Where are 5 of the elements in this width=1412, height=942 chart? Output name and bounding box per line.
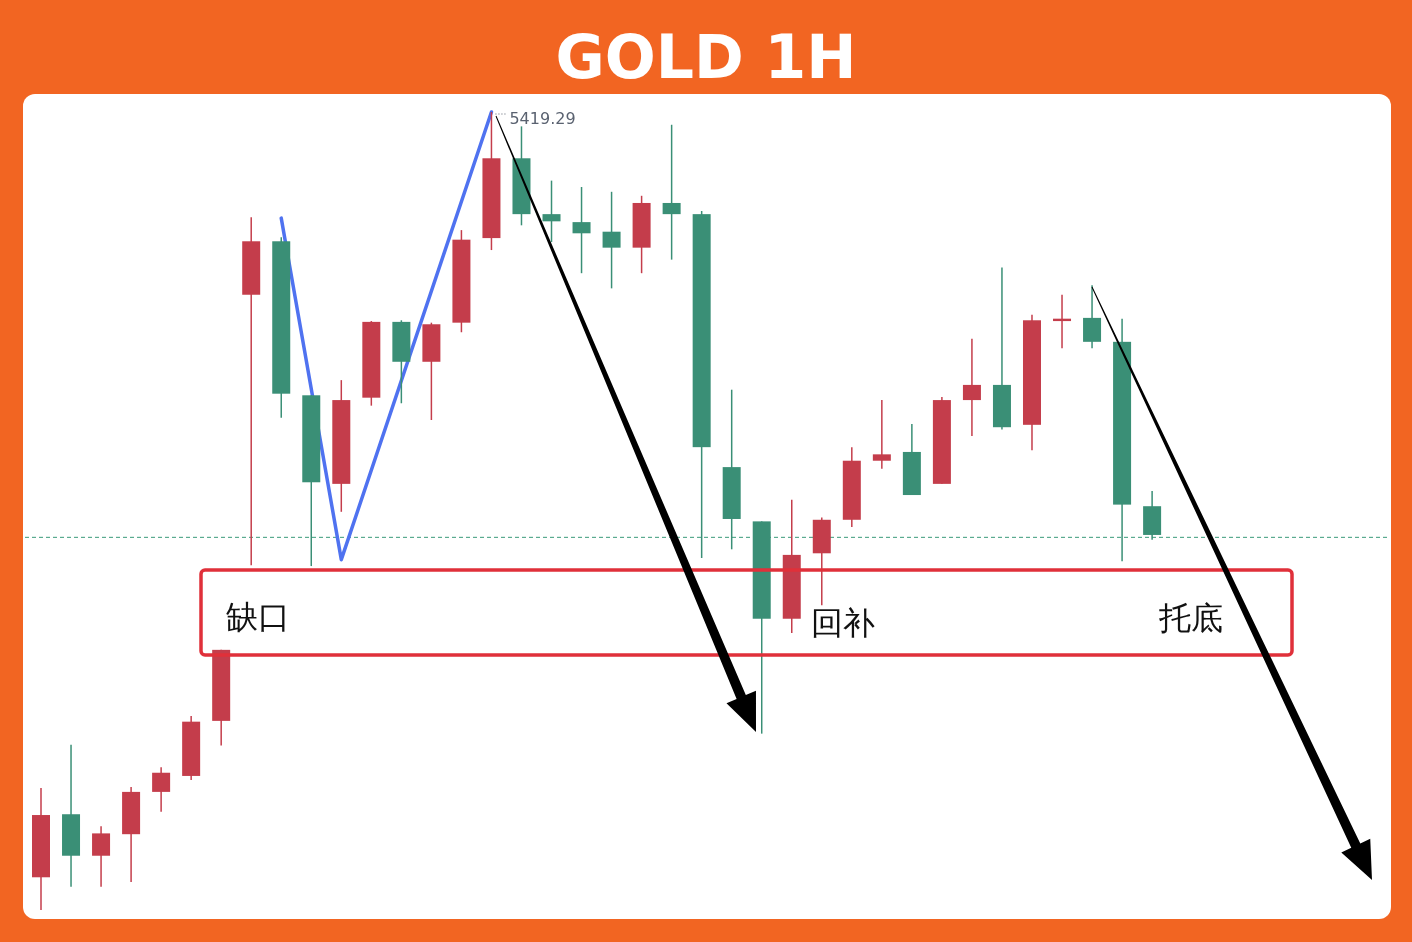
- annotation: 5419.29: [509, 109, 576, 128]
- annotation: 缺口: [226, 598, 290, 636]
- chart-title: GOLD 1H: [555, 22, 857, 92]
- annotation: 托底: [1158, 599, 1223, 637]
- annotation: 回补: [811, 604, 875, 642]
